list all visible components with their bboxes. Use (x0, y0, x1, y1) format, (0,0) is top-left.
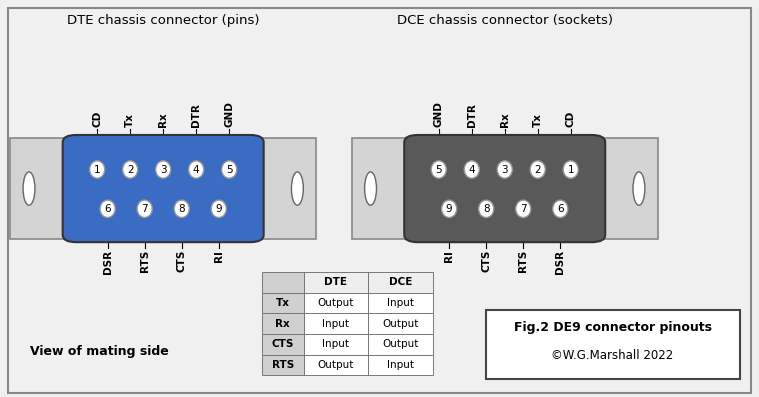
Bar (262, 272, 304, 293)
Bar (304, 355, 368, 375)
Bar (304, 313, 368, 334)
Bar (486, 310, 740, 379)
Text: Output: Output (383, 318, 418, 329)
Text: 6: 6 (557, 204, 564, 214)
Ellipse shape (174, 200, 189, 218)
Ellipse shape (137, 200, 153, 218)
Ellipse shape (189, 161, 203, 178)
Text: 3: 3 (502, 164, 508, 175)
Bar (262, 334, 304, 355)
Bar (304, 293, 368, 313)
Text: RTS: RTS (518, 250, 528, 272)
Text: DTR: DTR (467, 104, 477, 127)
Text: 4: 4 (468, 164, 475, 175)
Bar (368, 272, 433, 293)
Text: 5: 5 (436, 164, 442, 175)
Text: ©W.G.Marshall 2022: ©W.G.Marshall 2022 (551, 349, 674, 362)
Text: 5: 5 (226, 164, 232, 175)
FancyBboxPatch shape (352, 138, 657, 239)
Text: RI: RI (444, 250, 454, 262)
Text: Tx: Tx (533, 114, 543, 127)
Text: DTR: DTR (191, 104, 201, 127)
Text: CTS: CTS (177, 250, 187, 272)
Text: Input: Input (323, 318, 349, 329)
FancyBboxPatch shape (405, 135, 605, 242)
Bar (304, 272, 368, 293)
Bar (368, 334, 433, 355)
Text: DCE: DCE (389, 277, 412, 287)
Text: Rx: Rx (276, 318, 290, 329)
Ellipse shape (211, 200, 226, 218)
Text: 6: 6 (104, 204, 111, 214)
Text: 2: 2 (534, 164, 541, 175)
Ellipse shape (633, 172, 645, 205)
Text: Input: Input (387, 298, 414, 308)
Ellipse shape (123, 161, 137, 178)
Text: 9: 9 (446, 204, 452, 214)
Ellipse shape (442, 200, 457, 218)
FancyBboxPatch shape (63, 135, 263, 242)
Bar (368, 293, 433, 313)
Ellipse shape (222, 161, 237, 178)
Text: 1: 1 (568, 164, 574, 175)
Text: 8: 8 (483, 204, 490, 214)
Bar (368, 313, 433, 334)
Text: CTS: CTS (481, 250, 491, 272)
Text: 3: 3 (160, 164, 166, 175)
Text: DCE chassis connector (sockets): DCE chassis connector (sockets) (397, 14, 613, 27)
Text: 4: 4 (193, 164, 200, 175)
Text: 7: 7 (141, 204, 148, 214)
Text: Output: Output (318, 298, 354, 308)
Ellipse shape (553, 200, 568, 218)
Text: CD: CD (565, 111, 576, 127)
Text: DTE chassis connector (pins): DTE chassis connector (pins) (67, 14, 260, 27)
Text: DTE: DTE (324, 277, 348, 287)
Bar (368, 355, 433, 375)
Text: Tx: Tx (125, 114, 135, 127)
Text: GND: GND (224, 102, 235, 127)
Ellipse shape (563, 161, 578, 178)
Text: Output: Output (318, 360, 354, 370)
Text: 8: 8 (178, 204, 185, 214)
Bar (304, 334, 368, 355)
Text: View of mating side: View of mating side (30, 345, 169, 358)
Text: RTS: RTS (140, 250, 150, 272)
Text: DSR: DSR (102, 250, 112, 274)
Ellipse shape (364, 172, 376, 205)
Text: RTS: RTS (272, 360, 294, 370)
Ellipse shape (23, 172, 35, 205)
Text: 2: 2 (127, 164, 134, 175)
Text: 7: 7 (520, 204, 527, 214)
Ellipse shape (156, 161, 171, 178)
Text: CTS: CTS (272, 339, 294, 349)
Text: GND: GND (433, 102, 444, 127)
Text: 1: 1 (94, 164, 100, 175)
Text: CD: CD (92, 111, 102, 127)
Bar (262, 313, 304, 334)
Text: DSR: DSR (556, 250, 565, 274)
Text: Output: Output (383, 339, 418, 349)
Bar (262, 355, 304, 375)
Text: Rx: Rx (158, 113, 168, 127)
Text: Input: Input (387, 360, 414, 370)
Text: Fig.2 DE9 connector pinouts: Fig.2 DE9 connector pinouts (514, 321, 711, 334)
Ellipse shape (431, 161, 446, 178)
Text: Input: Input (323, 339, 349, 349)
Ellipse shape (515, 200, 531, 218)
FancyBboxPatch shape (10, 138, 316, 239)
Ellipse shape (90, 161, 105, 178)
Ellipse shape (100, 200, 115, 218)
Text: 9: 9 (216, 204, 222, 214)
Ellipse shape (465, 161, 479, 178)
Ellipse shape (291, 172, 304, 205)
Ellipse shape (479, 200, 494, 218)
Ellipse shape (497, 161, 512, 178)
Text: Tx: Tx (276, 298, 290, 308)
Text: RI: RI (214, 250, 224, 262)
Bar (262, 293, 304, 313)
Text: Rx: Rx (499, 113, 510, 127)
Ellipse shape (531, 161, 545, 178)
